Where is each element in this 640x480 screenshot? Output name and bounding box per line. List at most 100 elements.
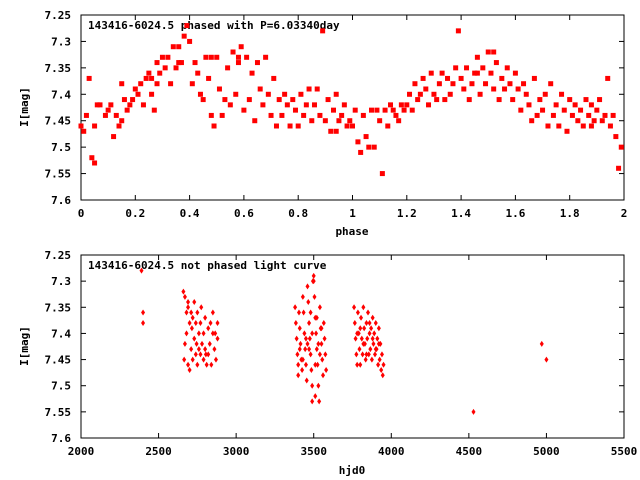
data-point [610,112,616,118]
x-tick-label: 4500 [456,445,483,458]
data-point [469,81,475,87]
x-tick-label: 2 [621,207,628,220]
data-point [325,97,331,103]
data-point [165,54,171,60]
data-point [393,112,399,118]
data-point [556,123,562,129]
data-point [445,75,451,81]
data-point [130,97,136,103]
x-tick-label: 3000 [223,445,250,458]
y-tick-label: 7.55 [45,406,72,419]
data-point [355,361,360,368]
y-tick-label: 7.25 [45,9,72,22]
x-tick-label: 1.6 [505,207,525,220]
unphased-light-curve-panel: 143416-6024.5 not phased light curve hjd… [18,249,637,477]
data-point [504,65,510,71]
y-tick-label: 7.3 [51,35,71,48]
data-point [176,44,182,50]
data-point [354,351,359,358]
data-point [572,102,578,108]
data-point [149,91,155,97]
data-point [553,102,559,108]
data-point [461,86,467,92]
data-point [534,112,540,118]
x-tick-label: 1.2 [397,207,417,220]
data-point [296,361,301,368]
data-point [303,335,308,342]
data-point [244,54,250,60]
data-point [319,340,324,347]
data-point [203,54,209,60]
data-point [94,102,100,108]
data-point [227,102,233,108]
data-point [192,299,197,306]
data-point [192,335,197,342]
data-point [197,91,203,97]
data-point [362,325,367,332]
data-point [366,144,372,150]
data-point [373,319,378,326]
data-point [344,123,350,129]
data-point [322,118,328,124]
data-point [458,75,464,81]
x-tick-label: 1 [349,207,356,220]
data-point [208,319,213,326]
x-tick-label: 0.6 [234,207,254,220]
data-point [308,351,313,358]
data-point [257,86,263,92]
data-point [317,351,322,358]
data-point [315,361,320,368]
data-point [303,361,308,368]
data-point [213,356,218,363]
x-tick-label: 1.4 [451,207,471,220]
data-point [307,319,312,326]
data-point [83,112,89,118]
y-tick-label: 7.6 [51,432,71,445]
data-point [377,118,383,124]
data-point [138,81,144,87]
x-tick-label: 5000 [533,445,560,458]
data-point [352,319,357,326]
data-point [352,304,357,311]
data-point [287,123,293,129]
data-point [300,356,305,363]
data-point [113,112,119,118]
data-point [375,335,380,342]
data-point [176,60,182,66]
data-point [206,325,211,332]
phased-light-curve-panel: 143416-6024.5 phased with P=6.03340day p… [18,9,627,238]
data-point [310,382,315,389]
data-point [474,70,480,76]
data-point [366,309,371,316]
data-point [474,54,480,60]
x-axis-label: hjd0 [339,464,366,477]
data-point [139,267,144,274]
data-point [193,319,198,326]
data-point [307,335,312,342]
data-point [211,123,217,129]
data-point [314,86,320,92]
data-point [216,86,222,92]
data-point [599,118,605,124]
data-point [373,346,378,353]
chart-title: 143416-6024.5 phased with P=6.03340day [88,19,340,32]
data-point [317,304,322,311]
data-point [210,309,215,316]
data-point [426,102,432,108]
data-point [215,335,220,342]
data-point [353,335,358,342]
data-point [235,54,241,60]
data-point [209,361,214,368]
x-tick-label: 2500 [145,445,172,458]
data-point [302,330,307,337]
data-point [301,309,306,316]
data-point [377,356,382,363]
data-point [157,70,163,76]
data-point [97,102,103,108]
x-tick-label: 5500 [611,445,638,458]
y-tick-label: 7.5 [51,141,71,154]
y-tick-label: 7.25 [45,249,72,262]
data-point [132,86,138,92]
data-point [187,319,192,326]
data-point [618,144,624,150]
